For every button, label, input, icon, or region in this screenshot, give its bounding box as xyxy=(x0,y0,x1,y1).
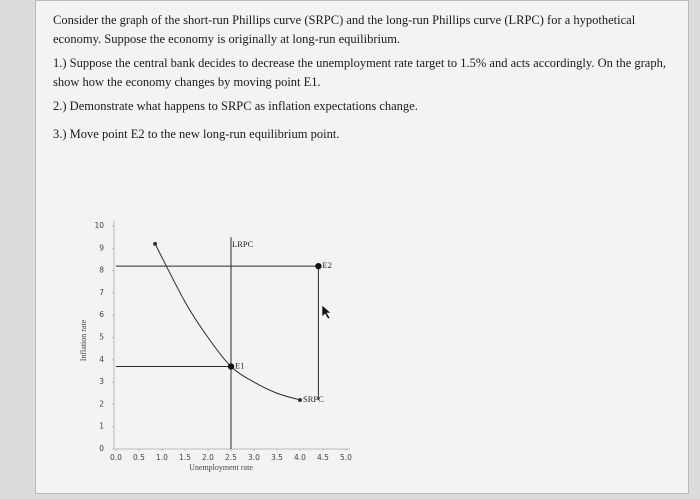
y-tick-label: 5 xyxy=(99,333,104,342)
y-tick-label: 4 xyxy=(99,355,104,364)
question: 2.) Demonstrate what happens to SRPC as … xyxy=(53,99,418,113)
mouse-cursor xyxy=(321,304,332,320)
y-tick-label: 8 xyxy=(99,266,104,275)
x-tick-label: 1.5 xyxy=(179,453,191,462)
x-tick-label: 3.5 xyxy=(271,453,283,462)
y-tick-label: 7 xyxy=(99,288,104,297)
series-line xyxy=(154,243,301,401)
y-axis-label: Inflation rate xyxy=(79,319,88,361)
y-tick-label: 2 xyxy=(99,399,104,408)
question: 3.) Move point E2 to the new long-run eq… xyxy=(53,127,340,141)
y-tick-label: 6 xyxy=(99,310,104,319)
x-tick-label: 0.5 xyxy=(133,453,145,462)
x-tick-label: 3.0 xyxy=(248,453,260,462)
y-tick-label: 9 xyxy=(99,243,104,252)
x-axis-label: Unemployment rate xyxy=(189,463,253,472)
x-tick-label: 2.0 xyxy=(202,453,214,462)
y-tick-label: 1 xyxy=(99,422,104,431)
series-label: SRPC xyxy=(303,394,324,404)
point-label: E1 xyxy=(235,360,244,370)
y-tick-label: 10 xyxy=(94,221,104,230)
y-tick-label: 3 xyxy=(99,377,104,386)
x-tick-label: 1.0 xyxy=(156,453,168,462)
y-tick-label: 0 xyxy=(99,444,104,453)
question-panel: Consider the graph of the short-run Phil… xyxy=(35,0,689,494)
curve-handle[interactable] xyxy=(153,241,158,246)
series-label: LRPC xyxy=(232,239,254,249)
x-tick-label: 4.0 xyxy=(294,453,306,462)
curve-handle[interactable] xyxy=(298,397,302,402)
x-tick-label: 2.5 xyxy=(225,453,237,462)
point-marker[interactable] xyxy=(315,262,322,270)
x-tick-label: 4.5 xyxy=(317,453,329,462)
x-tick-label: 5.0 xyxy=(340,453,352,462)
intro-text: Consider the graph of the short-run Phil… xyxy=(53,13,636,46)
point-marker[interactable] xyxy=(227,363,235,370)
x-tick-label: 0.0 xyxy=(110,453,122,462)
question: 1.) Suppose the central bank decides to … xyxy=(53,56,666,89)
point-label: E2 xyxy=(322,260,331,270)
